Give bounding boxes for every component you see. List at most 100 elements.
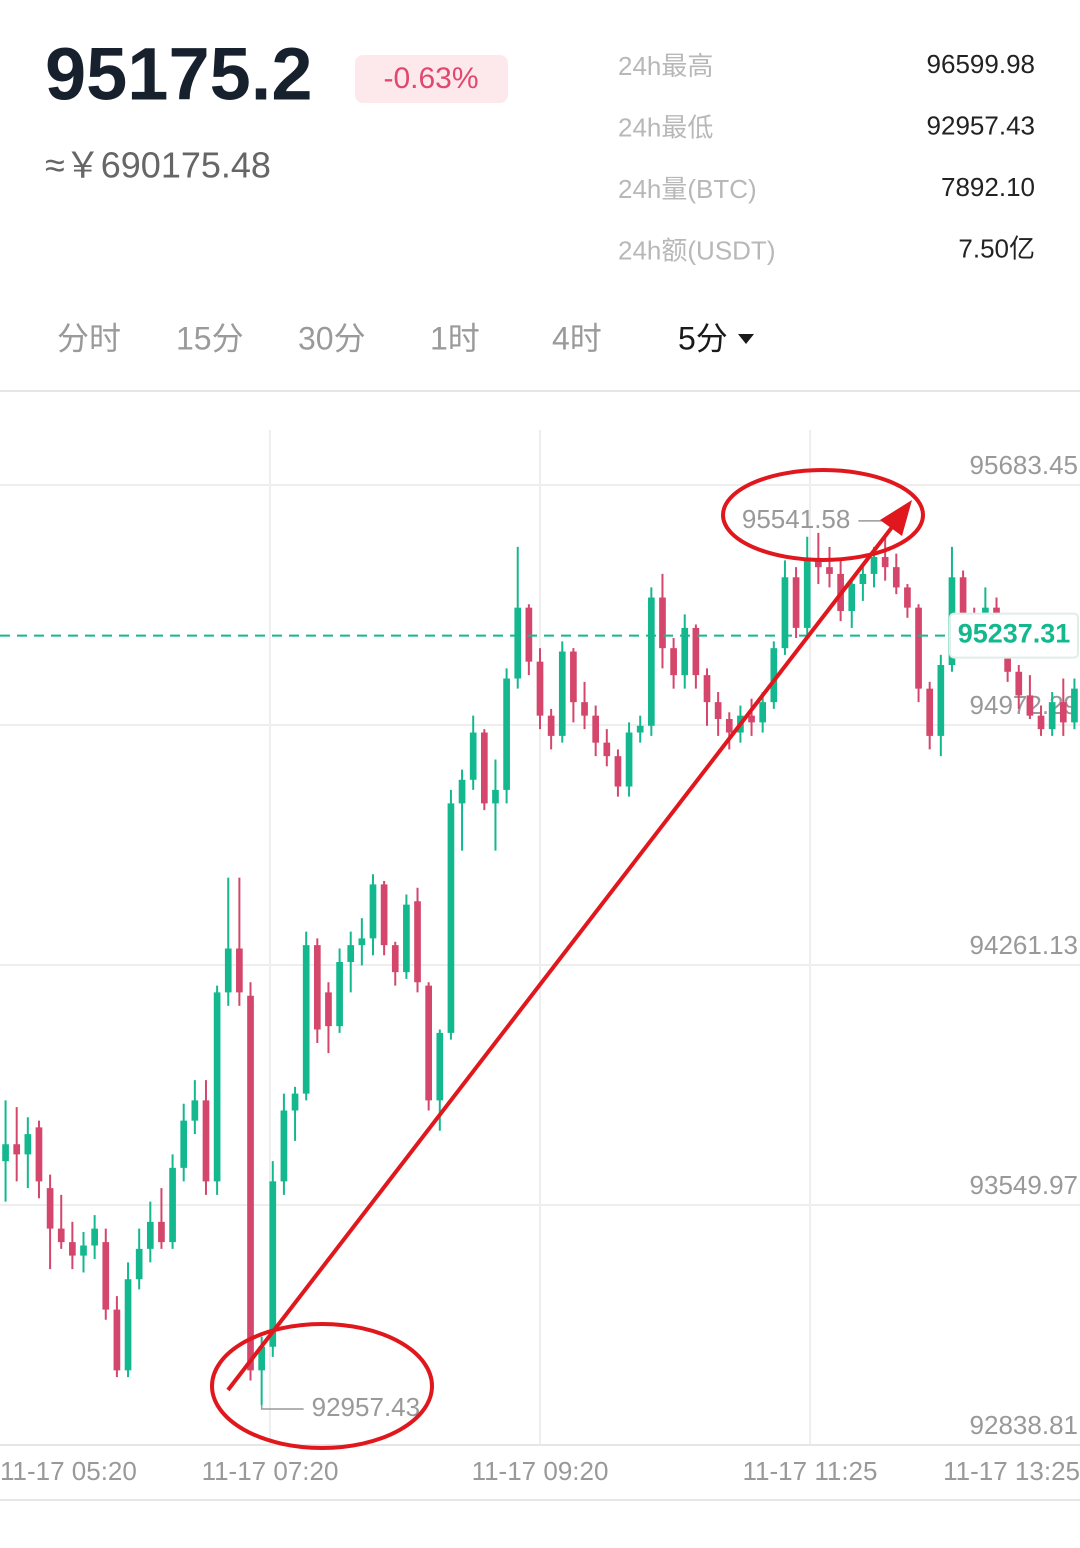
candle-body bbox=[514, 607, 522, 679]
candle-body bbox=[447, 803, 455, 1033]
arrow-head bbox=[880, 500, 912, 536]
candle-body bbox=[280, 1110, 288, 1182]
candle-body bbox=[659, 597, 666, 649]
candle-body bbox=[336, 962, 343, 1027]
arrow-line bbox=[226, 520, 898, 1392]
candle-body bbox=[614, 756, 622, 787]
candle-body bbox=[258, 1346, 265, 1371]
hand-annotation bbox=[210, 468, 925, 1450]
candle-body bbox=[169, 1167, 176, 1243]
interval-tab[interactable]: 5分 bbox=[678, 320, 728, 356]
candle-body bbox=[458, 779, 466, 804]
y-tick-label: 94261.13 bbox=[970, 930, 1078, 960]
x-tick-label: 11-17 09:20 bbox=[472, 1456, 609, 1486]
candle-body bbox=[1048, 702, 1056, 730]
candle-body bbox=[636, 725, 644, 733]
candle-body bbox=[492, 789, 499, 804]
candle-body bbox=[748, 715, 755, 723]
last-price-box bbox=[949, 612, 1079, 659]
candle-body bbox=[135, 1248, 143, 1280]
candle-body bbox=[391, 945, 399, 973]
stat-value: 92957.43 bbox=[927, 110, 1035, 140]
candle-body bbox=[648, 597, 655, 726]
candle-body bbox=[13, 1144, 21, 1155]
candle-body bbox=[69, 1242, 76, 1256]
candle-body bbox=[191, 1100, 199, 1121]
candle-body bbox=[291, 1093, 299, 1111]
stat-label: 24h量(BTC) bbox=[618, 174, 757, 204]
interval-tab[interactable]: 分时 bbox=[57, 320, 121, 356]
high-annotation: 95541.58 bbox=[742, 504, 850, 534]
x-tick-label: 11-17 07:20 bbox=[202, 1456, 339, 1486]
candle-body bbox=[1037, 715, 1045, 730]
candle-body bbox=[781, 577, 789, 649]
candle-body bbox=[1015, 671, 1023, 696]
interval-tab[interactable]: 4时 bbox=[552, 320, 602, 356]
candle-body bbox=[915, 607, 922, 689]
candle-body bbox=[592, 715, 600, 743]
x-tick-label: 11-17 11:25 bbox=[743, 1456, 878, 1486]
candle-body bbox=[313, 945, 321, 1030]
stat-label: 24h额(USDT) bbox=[618, 235, 775, 265]
candle-body bbox=[792, 577, 800, 628]
candle-body bbox=[815, 560, 822, 568]
y-tick-label: 93549.97 bbox=[970, 1170, 1078, 1200]
candle-body bbox=[937, 665, 945, 736]
candle-body bbox=[892, 567, 900, 588]
stat-value: 7.50亿 bbox=[958, 233, 1035, 263]
candle-body bbox=[603, 742, 611, 757]
stats: 24h最高 96599.98 24h最低 92957.43 24h量(BTC) 7892.… bbox=[618, 49, 1035, 266]
candle-body bbox=[269, 1181, 277, 1347]
candle-body bbox=[581, 702, 588, 716]
last-price-label: 95237.31 bbox=[958, 619, 1071, 649]
candle-body bbox=[57, 1228, 65, 1243]
y-tick-label: 92838.81 bbox=[970, 1410, 1078, 1440]
candle-body bbox=[302, 945, 310, 1094]
change-badge bbox=[355, 55, 508, 103]
candle-body bbox=[35, 1127, 43, 1182]
candle-body bbox=[870, 557, 878, 574]
candle-body bbox=[124, 1279, 132, 1371]
stat-label: 24h最低 bbox=[618, 112, 713, 142]
candle-body bbox=[480, 732, 488, 804]
candle-body bbox=[859, 573, 867, 585]
stat-value: 7892.10 bbox=[941, 172, 1035, 202]
x-tick-label: 11-17 05:20 bbox=[0, 1456, 137, 1486]
x-tick-label: 11-17 13:25 bbox=[943, 1456, 1080, 1486]
candle-body bbox=[1026, 695, 1034, 716]
candle-body bbox=[926, 688, 934, 736]
candle-body bbox=[2, 1144, 9, 1162]
candle-body bbox=[202, 1100, 210, 1182]
y-tick-label: 94972.29 bbox=[970, 690, 1078, 720]
candle-body bbox=[469, 732, 477, 780]
candle-body bbox=[325, 992, 332, 1027]
candle-body bbox=[113, 1309, 121, 1371]
interval-tab[interactable]: 1时 bbox=[430, 320, 480, 356]
interval-tabs: 分时 15分 30分 1时 4时 5分 bbox=[57, 320, 754, 356]
candle-body bbox=[681, 627, 689, 676]
y-tick-label: 95683.45 bbox=[970, 450, 1078, 480]
candle-body bbox=[358, 938, 366, 946]
candle-body bbox=[102, 1242, 110, 1310]
candlestick-chart: 95683.45 94972.29 94261.13 93549.97 92838.81… bbox=[0, 430, 1080, 1486]
candle-body bbox=[46, 1188, 54, 1229]
dropdown-caret bbox=[738, 334, 754, 344]
interval-tab[interactable]: 30分 bbox=[298, 320, 366, 356]
candle-body bbox=[91, 1228, 98, 1246]
candle-body bbox=[180, 1120, 188, 1168]
candle-body bbox=[224, 948, 232, 993]
interval-tab[interactable]: 15分 bbox=[176, 320, 244, 356]
change-percent: -0.63% bbox=[383, 62, 478, 95]
candle-body bbox=[725, 719, 733, 733]
candle-body bbox=[503, 678, 510, 790]
candle-body bbox=[436, 1032, 444, 1101]
candle-body bbox=[881, 557, 889, 568]
candle-body bbox=[236, 948, 243, 993]
candle-body bbox=[158, 1221, 165, 1243]
candle-body bbox=[380, 884, 388, 946]
candle-body bbox=[347, 945, 355, 963]
candle-body bbox=[714, 702, 722, 720]
last-price: 95175.2 bbox=[45, 33, 313, 116]
candle-body bbox=[536, 661, 544, 716]
